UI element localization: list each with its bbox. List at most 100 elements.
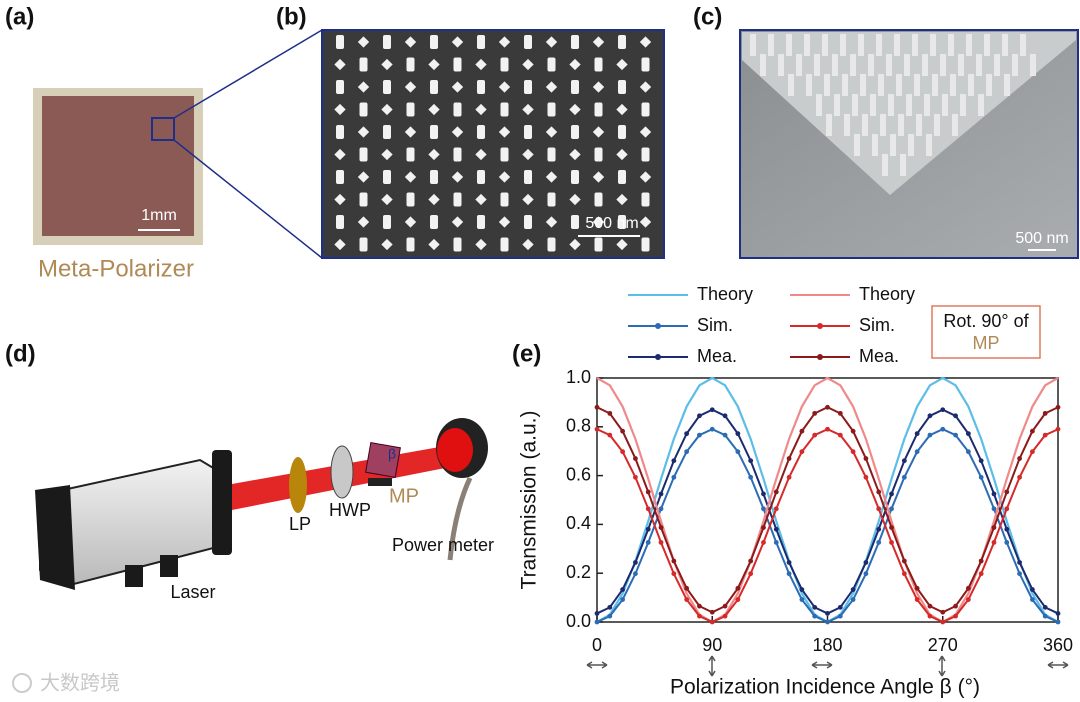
data-point — [735, 585, 741, 591]
component-label: LP — [289, 514, 311, 534]
plot-frame — [596, 377, 1059, 623]
pillar — [545, 36, 558, 48]
y-tick-label: 0.2 — [566, 562, 591, 582]
pillar — [430, 170, 438, 184]
data-point — [876, 506, 882, 512]
data-point — [1042, 613, 1048, 619]
pillar — [834, 94, 840, 116]
data-point — [1055, 619, 1061, 625]
pillar — [950, 74, 956, 96]
pillar — [406, 102, 415, 117]
data-point — [671, 458, 677, 464]
pillar — [477, 35, 485, 49]
zoom-line — [173, 29, 323, 119]
data-point — [633, 571, 638, 577]
panel-label: (c) — [693, 3, 722, 30]
series-line — [596, 428, 1059, 624]
data-point — [697, 413, 702, 419]
meta-polarizer — [365, 442, 401, 478]
pillar — [618, 125, 626, 139]
scale-label: 1mm — [141, 207, 177, 224]
data-point — [953, 603, 958, 609]
pillar — [984, 34, 990, 56]
data-point — [799, 587, 805, 592]
data-point — [722, 613, 728, 619]
data-point — [799, 428, 805, 434]
data-point — [1004, 540, 1010, 545]
series-line — [596, 408, 1059, 615]
data-point — [837, 410, 843, 416]
pillar — [498, 171, 511, 183]
data-point — [837, 432, 843, 438]
data-point — [1029, 587, 1035, 592]
pillar — [451, 171, 464, 183]
data-point — [748, 558, 754, 564]
pillar — [870, 94, 876, 116]
y-tick-label: 0.8 — [566, 416, 591, 436]
pillar — [383, 215, 391, 229]
panel-label: (b) — [276, 3, 307, 30]
data-point — [799, 449, 805, 455]
data-point — [850, 597, 856, 602]
laser-foot — [160, 555, 178, 577]
pillar — [832, 54, 838, 76]
data-point — [607, 613, 613, 619]
pillar — [571, 35, 579, 49]
data-point — [761, 506, 766, 512]
data-point — [748, 571, 754, 577]
legend-label: Sim. — [859, 315, 895, 335]
data-point — [633, 560, 638, 565]
scale-label: 500 nm — [1015, 230, 1068, 247]
data-point — [1029, 428, 1035, 434]
data-point — [684, 449, 690, 455]
data-point — [863, 571, 869, 577]
pillar — [336, 80, 344, 94]
data-point — [697, 603, 702, 609]
data-point — [684, 585, 690, 591]
data-point — [927, 413, 933, 419]
pillar — [1002, 34, 1008, 56]
pillar — [336, 35, 344, 49]
legend-label: Mea. — [859, 346, 899, 366]
pillar — [958, 54, 964, 76]
data-point — [863, 456, 869, 461]
pillar — [858, 34, 864, 56]
series-line — [596, 428, 1059, 624]
cable — [447, 476, 473, 561]
data-point — [991, 491, 997, 497]
pillar — [1004, 74, 1010, 96]
data-point — [876, 526, 882, 532]
mount — [368, 478, 392, 486]
pillar — [618, 35, 626, 49]
pillar — [522, 193, 534, 206]
pillar — [334, 148, 346, 161]
pillar — [547, 57, 556, 72]
pillar — [404, 36, 417, 48]
pillar — [500, 192, 509, 207]
zoom-box — [151, 117, 175, 141]
data-point — [940, 609, 946, 615]
data-point — [786, 571, 792, 577]
data-point — [940, 619, 946, 625]
laser-foot — [125, 565, 143, 587]
pillar — [750, 34, 756, 56]
pillar — [778, 54, 784, 76]
pillar — [641, 102, 650, 117]
pillar — [862, 114, 868, 136]
data-point — [1017, 560, 1022, 565]
data-point — [812, 432, 818, 438]
data-point — [594, 611, 600, 616]
pillar — [592, 216, 605, 228]
pillar — [922, 54, 928, 76]
pillar — [524, 215, 532, 229]
pillar — [336, 170, 344, 184]
pillar — [569, 193, 581, 206]
pillar — [428, 193, 440, 206]
pillar — [359, 102, 368, 117]
data-point — [965, 585, 971, 591]
data-point — [914, 449, 920, 455]
watermark: 大数跨境 — [40, 671, 120, 694]
data-point — [914, 597, 920, 602]
pillar — [786, 34, 792, 56]
